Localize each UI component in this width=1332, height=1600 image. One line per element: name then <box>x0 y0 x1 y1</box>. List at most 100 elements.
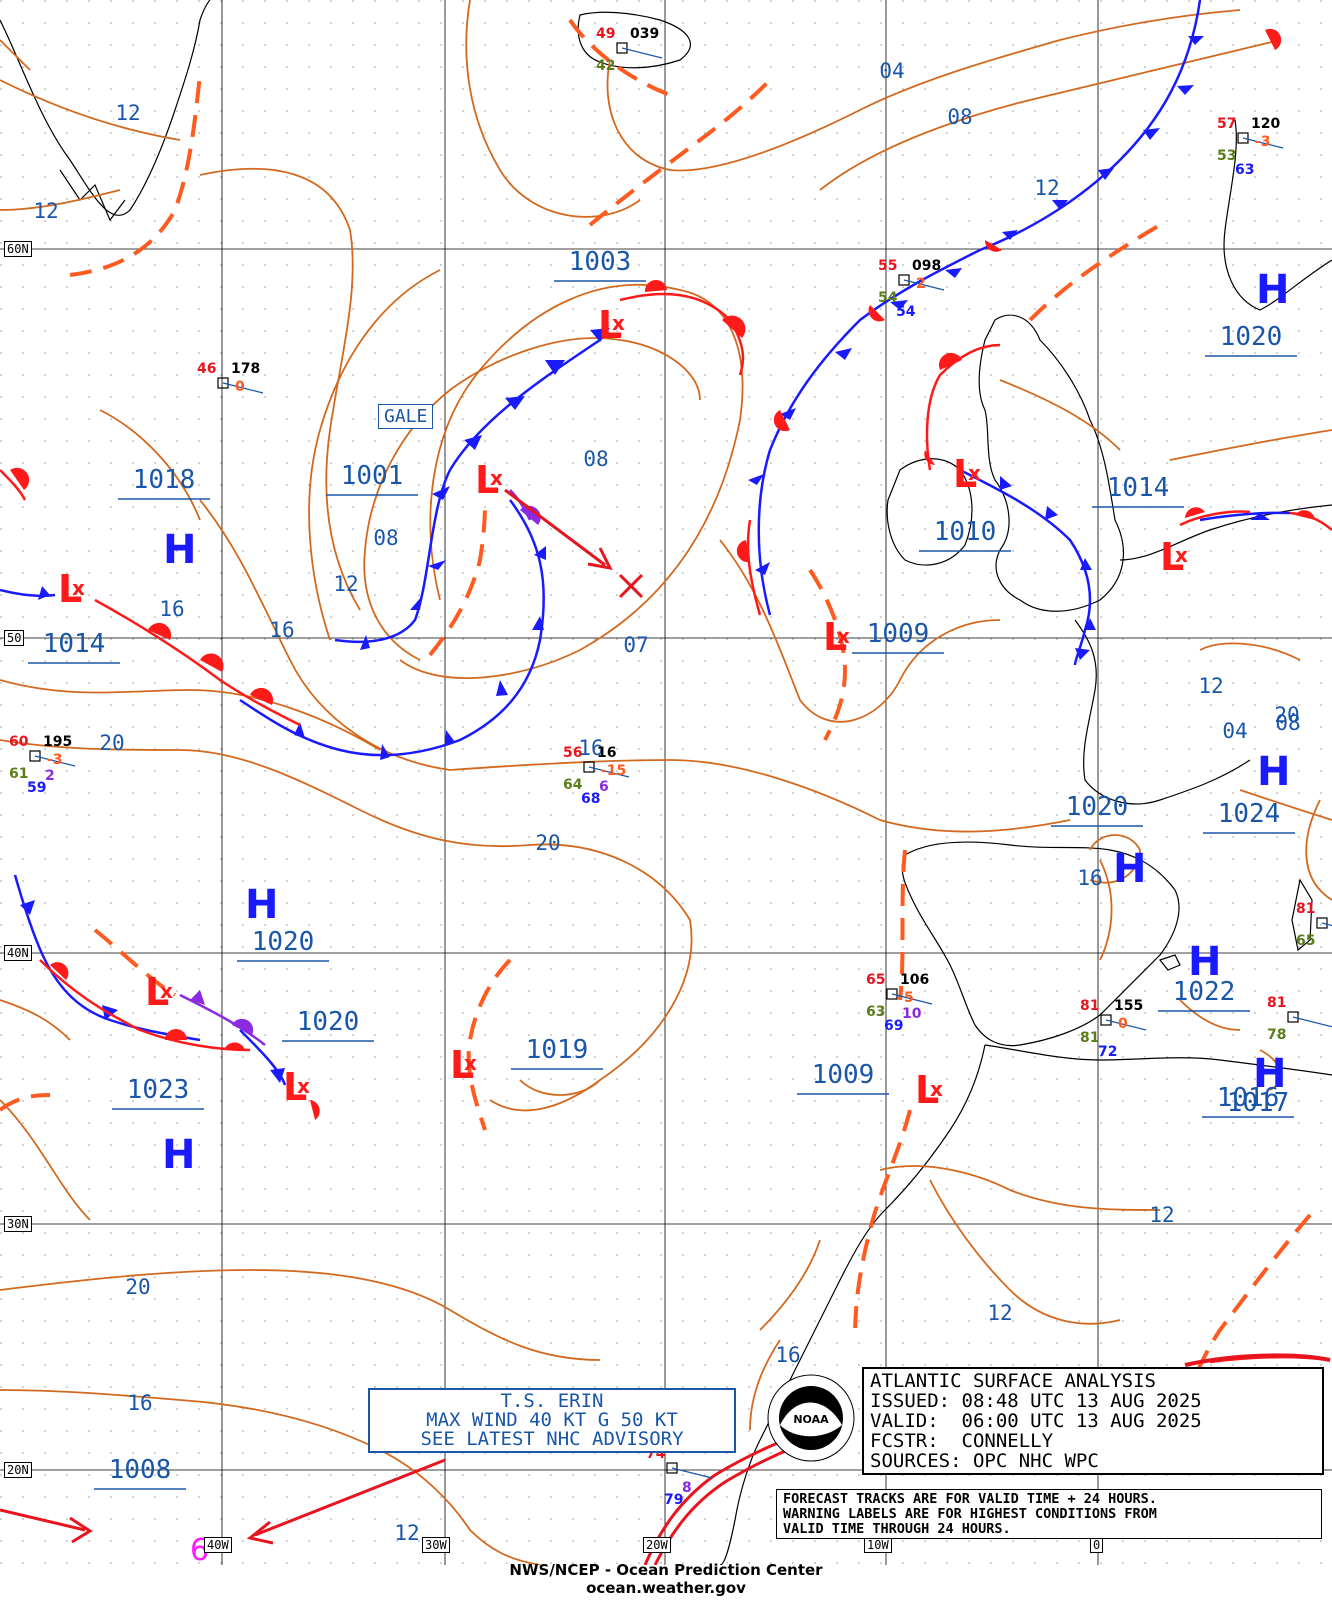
svg-text:L: L <box>823 615 847 659</box>
svg-text:L: L <box>915 1068 939 1112</box>
high-icon: H <box>1257 749 1290 795</box>
high-centers: H H H H H H H H <box>162 267 1290 1178</box>
dew-point: 42 <box>596 58 615 74</box>
pressure-tendency: 2 <box>916 276 926 292</box>
pressure-value-label: 1023 <box>127 1075 190 1105</box>
air-temperature: 65 <box>866 972 885 988</box>
storm-name: T.S. ERIN <box>500 1390 604 1412</box>
isobar-value-label: 20 <box>99 731 124 755</box>
lat-label-20n: 20N <box>4 1462 32 1478</box>
ship-station-icon <box>217 377 229 389</box>
lon-label-30w: 30W <box>422 1537 450 1553</box>
air-temperature: 60 <box>9 734 29 750</box>
isobar-value-label: 20 <box>125 1275 150 1299</box>
ship-observation: 57 53 120 -363 <box>1217 116 1284 178</box>
dew-point: 78 <box>1267 1027 1286 1043</box>
pressure-reading: 106 <box>900 972 929 988</box>
svg-text:x: x <box>464 1051 477 1075</box>
high-icon: H <box>163 527 196 573</box>
ship-station-icon <box>666 1462 678 1474</box>
forecast-note-box: FORECAST TRACKS ARE FOR VALID TIME + 24 … <box>776 1489 1322 1539</box>
sea-surface-temperature: 79 <box>664 1492 683 1508</box>
isobar-value-label: 12 <box>1149 1203 1174 1227</box>
svg-text:L: L <box>953 452 977 496</box>
ship-observation: 46 178 0 <box>197 361 264 395</box>
svg-text:x: x <box>612 311 625 335</box>
ship-station-icon <box>1287 1011 1299 1023</box>
isobar-value-label: 12 <box>115 101 140 125</box>
wind-barb-icon <box>1292 1016 1332 1028</box>
pressure-reading: 16 <box>597 745 616 761</box>
wind-barb-icon <box>903 279 945 291</box>
pressure-value-label: 1009 <box>867 619 930 649</box>
high-icon: H <box>1253 1051 1286 1097</box>
isobar-value-label: 12 <box>333 572 358 596</box>
wind-barb-icon <box>1321 922 1332 927</box>
credit-url[interactable]: ocean.weather.gov <box>586 1579 746 1597</box>
wave-height: 2 <box>45 768 55 784</box>
pressure-value-label: 1003 <box>569 247 632 277</box>
lon-label-0: 0 <box>1090 1537 1104 1553</box>
dew-point: 53 <box>1217 148 1236 164</box>
isobar-value-label: 16 <box>269 618 294 642</box>
isobar-value-label: 16 <box>159 597 184 621</box>
pressure-tendency: 0 <box>235 379 245 395</box>
pressure-value-label: 1009 <box>812 1060 875 1090</box>
wind-barb-icon <box>621 47 663 59</box>
air-temperature: 49 <box>596 26 615 42</box>
pressure-tendency: 0 <box>1118 1016 1128 1032</box>
graticule <box>0 0 1332 1565</box>
pressure-reading: 120 <box>1251 116 1280 132</box>
pressure-tendency: -3 <box>1255 134 1271 150</box>
pressure-value-label: 1014 <box>1107 473 1170 503</box>
svg-text:L: L <box>598 303 622 347</box>
isobar-value-label: 08 <box>373 526 398 550</box>
pressure-value-label: 1024 <box>1218 799 1281 829</box>
forecast-note-line: VALID TIME THROUGH 24 HOURS. <box>783 1521 1011 1537</box>
forecast-note-line: FORECAST TRACKS ARE FOR VALID TIME + 24 … <box>783 1491 1157 1507</box>
air-temperature: 56 <box>563 745 582 761</box>
low-icon: Lx <box>953 452 981 496</box>
occluded-fronts <box>179 489 532 1046</box>
forecast-track <box>0 488 644 1545</box>
pressure-value-label: 1010 <box>934 517 997 547</box>
svg-text:x: x <box>968 461 981 485</box>
lat-label-50n: 50 <box>4 630 25 646</box>
pressure-value-label: 1020 <box>252 927 315 957</box>
ship-station-icon <box>1237 132 1249 144</box>
pressure-tendency: -15 <box>601 763 626 779</box>
ship-observation: 81 65 <box>1296 901 1332 949</box>
high-icon: H <box>1188 939 1221 985</box>
pressure-reading: 178 <box>231 361 260 377</box>
pressure-reading: 039 <box>630 26 659 42</box>
low-icon: Lx <box>823 615 850 659</box>
sea-surface-temperature: 68 <box>581 791 600 807</box>
isobar-value-label: 04 <box>1222 719 1247 743</box>
pressure-tendency: 5 <box>904 990 914 1006</box>
isobar-value-label: 12 <box>1034 176 1059 200</box>
storm-max-wind: MAX WIND 40 KT G 50 KT <box>426 1409 678 1431</box>
pressure-value-label: 1016 <box>1217 1083 1280 1113</box>
wind-barb-icon <box>1105 1019 1147 1031</box>
air-temperature: 81 <box>1080 998 1099 1014</box>
isobar-value-label: 20 <box>1274 703 1299 727</box>
ship-observation: 81 78 <box>1267 995 1332 1043</box>
isobar-value-label: 16 <box>775 1343 800 1367</box>
noaa-logo-icon: NOAA <box>767 1374 855 1462</box>
isobar-value-label: 04 <box>879 59 904 83</box>
pressure-value-label: 1022 <box>1173 977 1236 1007</box>
wind-barb-icon <box>891 993 933 1005</box>
isobar-value-label: 12 <box>394 1521 419 1545</box>
warm-front-bumps <box>10 28 1315 1120</box>
pressure-reading: 155 <box>1114 998 1143 1014</box>
pressure-value-label: 1001 <box>341 461 404 491</box>
low-icon: Lx <box>58 567 85 611</box>
svg-text:x: x <box>72 576 85 600</box>
ship-station-icon <box>898 274 910 286</box>
wind-barb-icon <box>34 755 76 767</box>
ship-station-icon <box>29 750 41 762</box>
svg-text:L: L <box>283 1065 307 1109</box>
